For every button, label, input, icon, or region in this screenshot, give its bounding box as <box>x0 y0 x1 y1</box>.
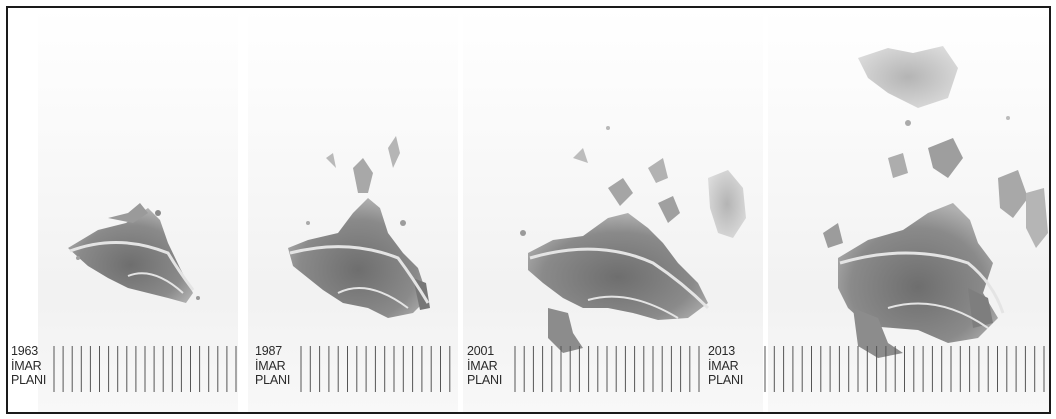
plan-label-2013: 2013 İMAR PLANI <box>708 344 743 388</box>
panel-1987-background <box>248 8 458 412</box>
plan-label-2001: 2001 İMAR PLANI <box>467 344 502 388</box>
map-1963 <box>68 203 200 303</box>
map-2013 <box>823 46 1048 358</box>
map-2001 <box>520 126 746 353</box>
plan-year: 2001 <box>467 344 495 358</box>
figure-frame: 1963 İMAR PLANI 1987 İMAR PLANI 2001 İMA… <box>6 6 1051 414</box>
plan-line2: PLANI <box>255 373 291 387</box>
plan-line2: PLANI <box>11 373 47 387</box>
timeline-ticks <box>53 346 1045 392</box>
plan-year: 1987 <box>255 344 283 358</box>
plan-line1: İMAR <box>708 358 739 373</box>
plan-line1: İMAR <box>255 358 286 373</box>
plan-label-1987: 1987 İMAR PLANI <box>255 344 290 388</box>
plan-line1: İMAR <box>467 358 498 373</box>
plan-year: 1963 <box>11 344 39 358</box>
urban-growth-maps <box>68 46 1048 358</box>
plan-label-1963: 1963 İMAR PLANI <box>11 344 46 388</box>
plan-line2: PLANI <box>467 373 503 387</box>
plan-line2: PLANI <box>708 373 744 387</box>
plan-line1: İMAR <box>11 358 42 373</box>
map-1987 <box>288 136 430 318</box>
plan-year: 2013 <box>708 344 736 358</box>
